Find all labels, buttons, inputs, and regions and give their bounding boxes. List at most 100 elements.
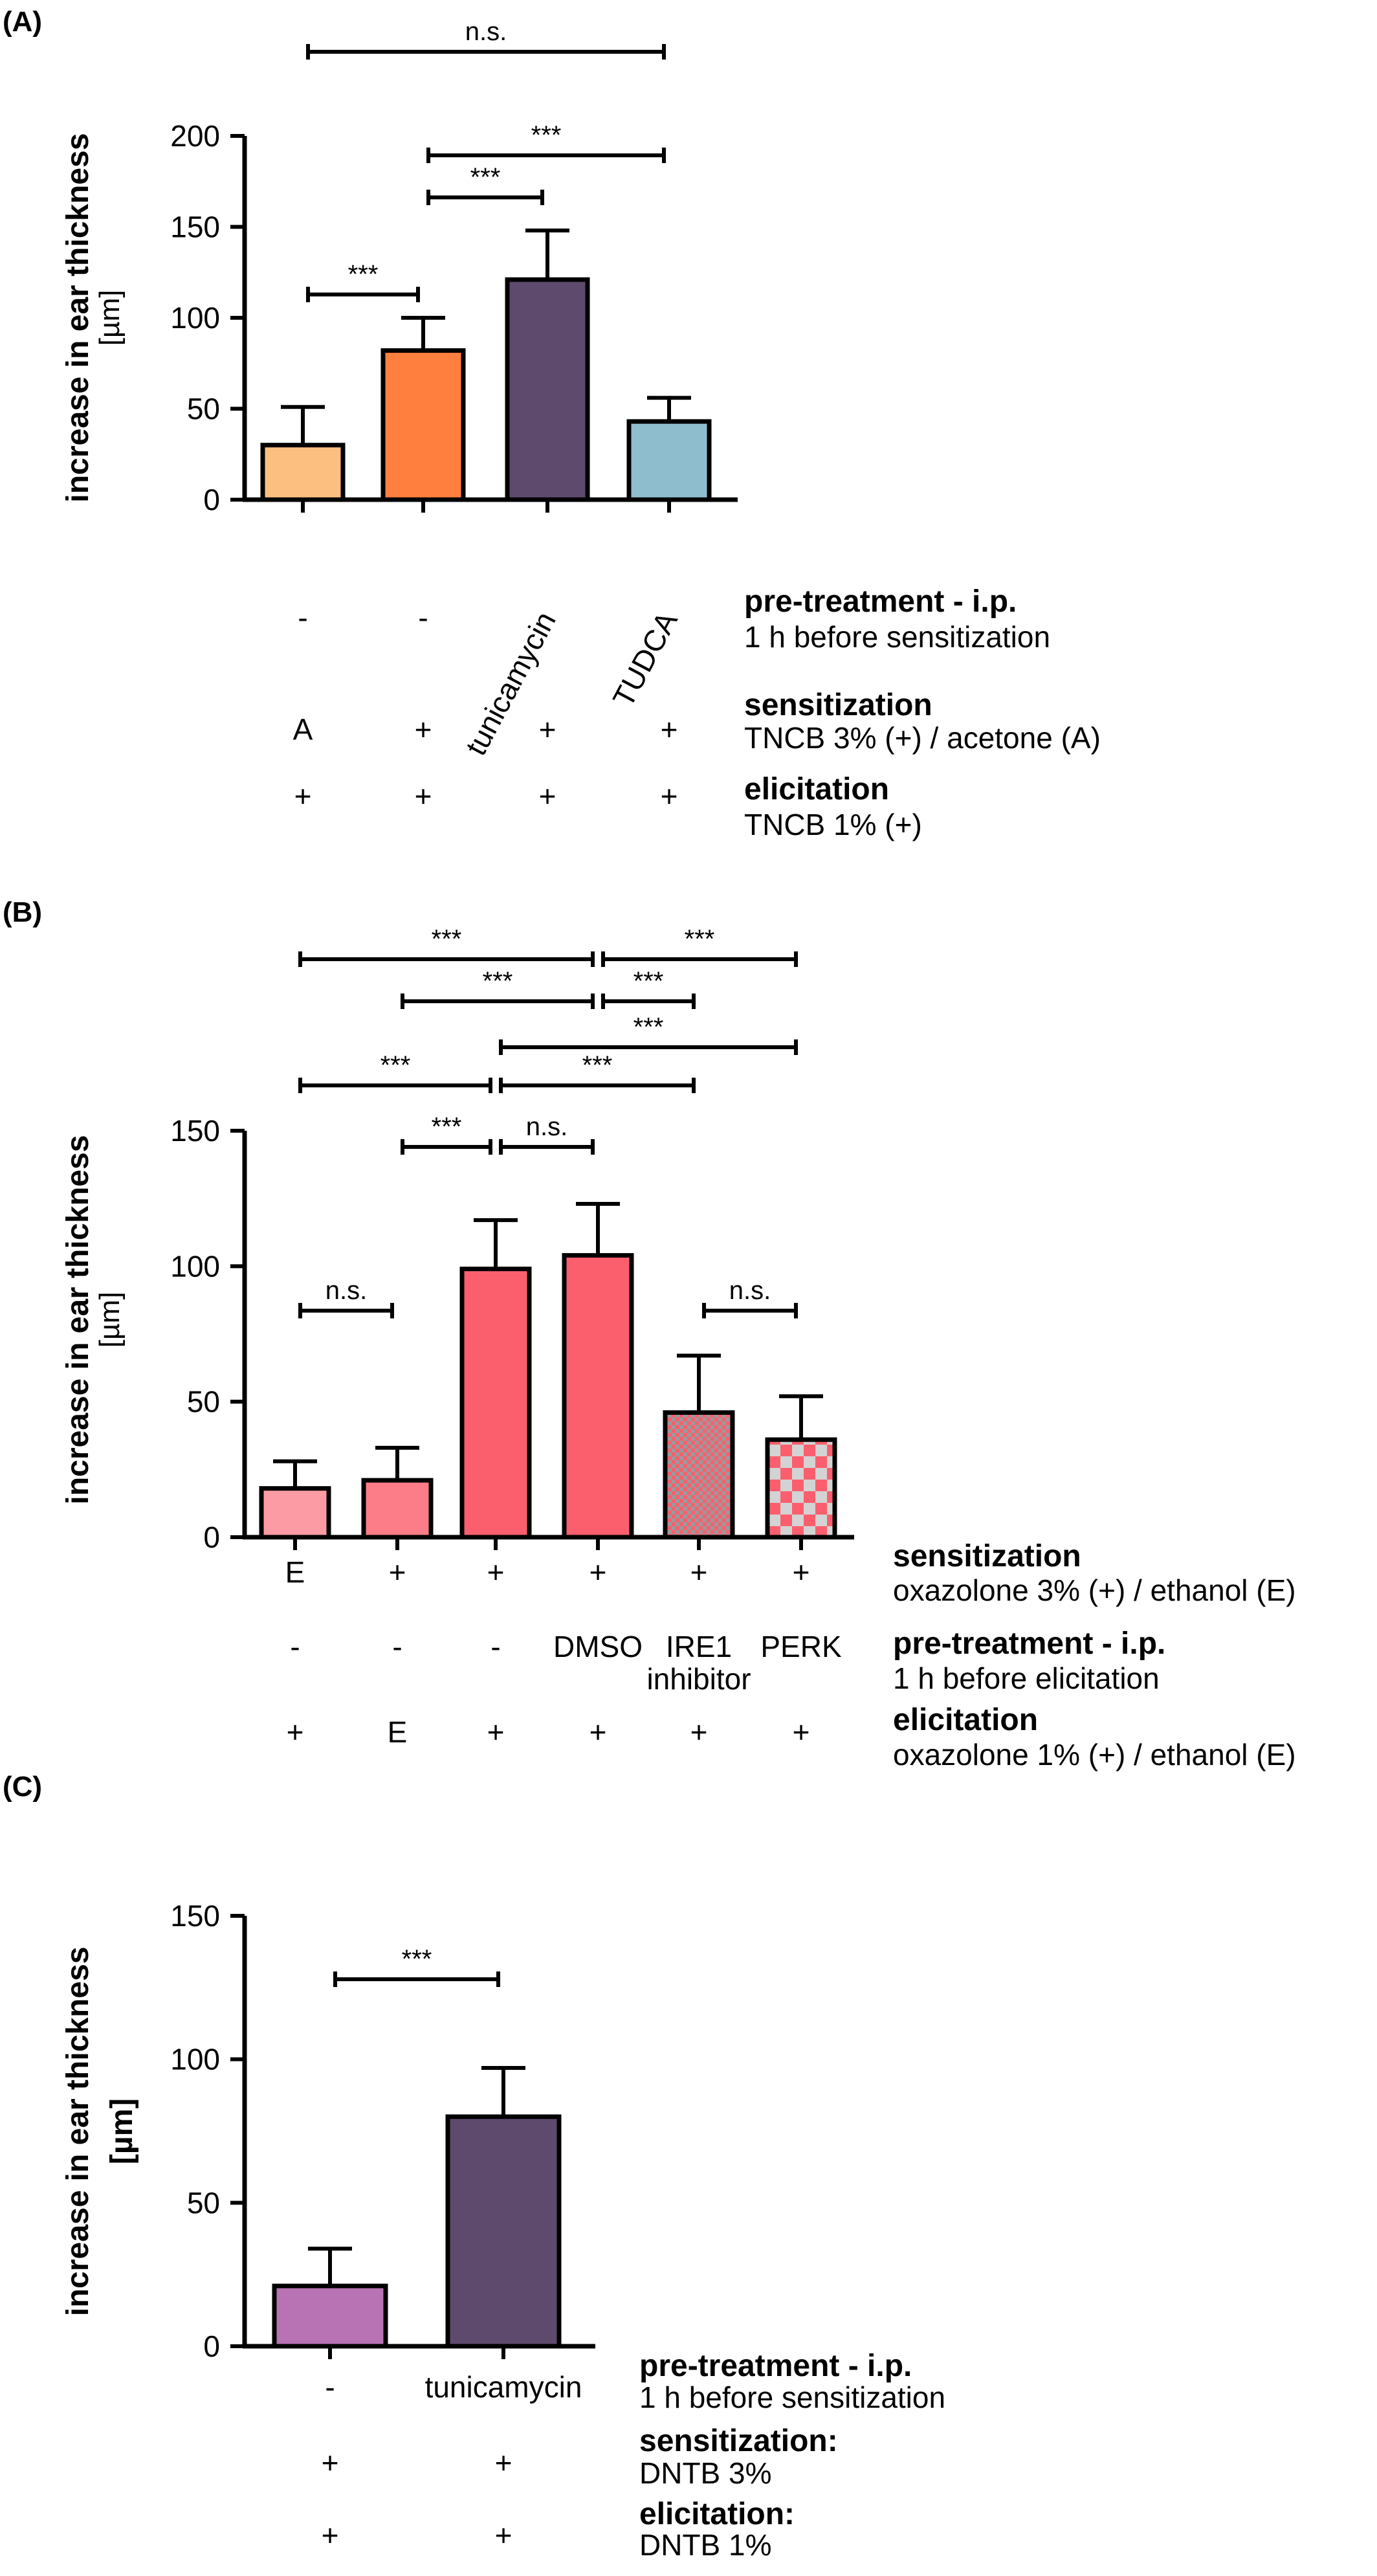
condition-cell: +	[415, 779, 432, 813]
condition-cell: A	[293, 713, 313, 746]
panel-label: (B)	[3, 896, 42, 928]
y-tick-label: 0	[203, 483, 220, 516]
condition-row-title: sensitization	[744, 688, 932, 722]
condition-row-title: pre-treatment - i.p.	[893, 1627, 1165, 1661]
condition-cell: PERK	[760, 1630, 842, 1663]
significance-label: ***	[432, 925, 462, 953]
condition-cell: +	[415, 713, 432, 746]
condition-cell: +	[389, 1555, 406, 1589]
bar	[272, 2283, 388, 2349]
y-tick-label: 50	[187, 392, 220, 426]
condition-row-subtitle: oxazolone 3% (+) / ethanol (E)	[893, 1573, 1296, 1607]
bar	[626, 419, 712, 502]
condition-cell: +	[661, 713, 678, 746]
condition-cell: IRE1	[666, 1630, 732, 1663]
condition-cell: +	[661, 779, 678, 813]
condition-row-title: pre-treatment - i.p.	[639, 2349, 912, 2383]
condition-cell: -	[298, 601, 307, 634]
condition-row-title: sensitization:	[639, 2424, 838, 2458]
condition-row-subtitle: oxazolone 1% (+) / ethanol (E)	[893, 1738, 1296, 1771]
y-tick-label: 100	[170, 301, 220, 335]
condition-cell: DMSO	[553, 1630, 643, 1663]
significance-label: n.s.	[526, 1113, 567, 1141]
y-tick-label: 150	[170, 210, 220, 244]
condition-cell: +	[322, 2446, 339, 2480]
bar	[259, 1486, 331, 1540]
condition-cell-line2: inhibitor	[646, 1662, 751, 1696]
bar	[361, 1478, 434, 1540]
y-tick-label: 100	[170, 1249, 220, 1283]
condition-row-subtitle: 1 h before sensitization	[744, 620, 1050, 654]
bar	[562, 1253, 634, 1540]
condition-cell: -	[325, 2370, 335, 2404]
y-tick-label: 0	[203, 1520, 220, 1554]
condition-cell: +	[287, 1715, 304, 1749]
bar	[260, 443, 346, 502]
condition-cell: +	[589, 1555, 607, 1589]
y-axis-unit: [µm]	[105, 2098, 139, 2164]
significance-label: ***	[380, 1051, 411, 1080]
condition-row-title: pre-treatment - i.p.	[744, 584, 1017, 619]
condition-cell: +	[589, 1715, 607, 1749]
condition-cell: +	[487, 1715, 505, 1749]
condition-cell: -	[392, 1630, 402, 1663]
condition-row-subtitle: 1 h before elicitation	[893, 1661, 1160, 1695]
y-axis-label: increase in ear thickness	[61, 1947, 95, 2316]
condition-row-title: sensitization	[893, 1539, 1081, 1573]
condition-cell: +	[495, 2518, 512, 2552]
condition-cell: +	[539, 779, 556, 813]
condition-cell: +	[495, 2446, 512, 2480]
condition-cell: +	[539, 713, 556, 746]
condition-cell: +	[294, 779, 312, 813]
significance-label: ***	[633, 967, 664, 995]
condition-cell: -	[290, 1630, 300, 1663]
y-axis-label: increase in ear thickness	[61, 1135, 95, 1505]
y-axis-unit: [µm]	[94, 1292, 126, 1348]
condition-cell: -	[490, 1630, 500, 1663]
significance-label: ***	[470, 163, 501, 192]
condition-cell: +	[690, 1715, 708, 1749]
condition-row-subtitle: TNCB 1% (+)	[744, 808, 922, 841]
significance-label: ***	[582, 1051, 613, 1080]
panel-label: (C)	[3, 1771, 42, 1803]
condition-cell: +	[322, 2518, 339, 2552]
significance-label: ***	[348, 260, 379, 289]
bar	[459, 1267, 532, 1540]
bar	[380, 348, 466, 502]
condition-row-title: elicitation	[893, 1703, 1038, 1737]
condition-row-subtitle: TNCB 3% (+) / acetone (A)	[744, 721, 1101, 755]
y-axis-label: increase in ear thickness	[61, 133, 95, 503]
bar	[505, 277, 590, 502]
chart-panel-1: (A) increase in ear thickness[µm] 0 50 100 15…	[3, 6, 1101, 841]
condition-cell: E	[285, 1555, 305, 1589]
y-tick-label: 0	[203, 2329, 220, 2363]
condition-row-subtitle: DNTB 3%	[639, 2456, 771, 2490]
significance-label: ***	[685, 925, 715, 953]
y-tick-label: 50	[187, 1385, 220, 1419]
y-tick-label: 100	[170, 2043, 220, 2076]
chart-layer: (A)increase in ear thickness[µm]05010015…	[3, 6, 1296, 2562]
bar	[445, 2114, 562, 2349]
condition-cell: +	[793, 1715, 810, 1749]
condition-cell: -	[418, 601, 428, 634]
significance-label: n.s.	[325, 1276, 367, 1305]
y-tick-label: 50	[187, 2186, 220, 2219]
significance-label: ***	[531, 121, 562, 150]
condition-row-title: elicitation:	[639, 2497, 795, 2531]
significance-label: ***	[402, 1945, 432, 1973]
y-tick-label: 150	[170, 1114, 220, 1148]
condition-cell: +	[487, 1555, 505, 1589]
chart-panel-3: (C) increase in ear thickness [µm] 0 50 100 15…	[3, 1771, 945, 2562]
condition-cell: +	[690, 1555, 708, 1589]
significance-label: ***	[633, 1013, 664, 1041]
condition-row-subtitle: 1 h before sensitization	[639, 2381, 945, 2414]
y-axis-unit: [µm]	[94, 290, 126, 346]
significance-label: ***	[483, 967, 513, 995]
y-tick-label: 200	[170, 119, 220, 153]
condition-cell: TUDCA	[606, 606, 684, 713]
panel-label: (A)	[3, 6, 42, 38]
condition-cell: +	[793, 1555, 810, 1589]
significance-label: ***	[432, 1113, 462, 1141]
bar	[765, 1437, 837, 1540]
